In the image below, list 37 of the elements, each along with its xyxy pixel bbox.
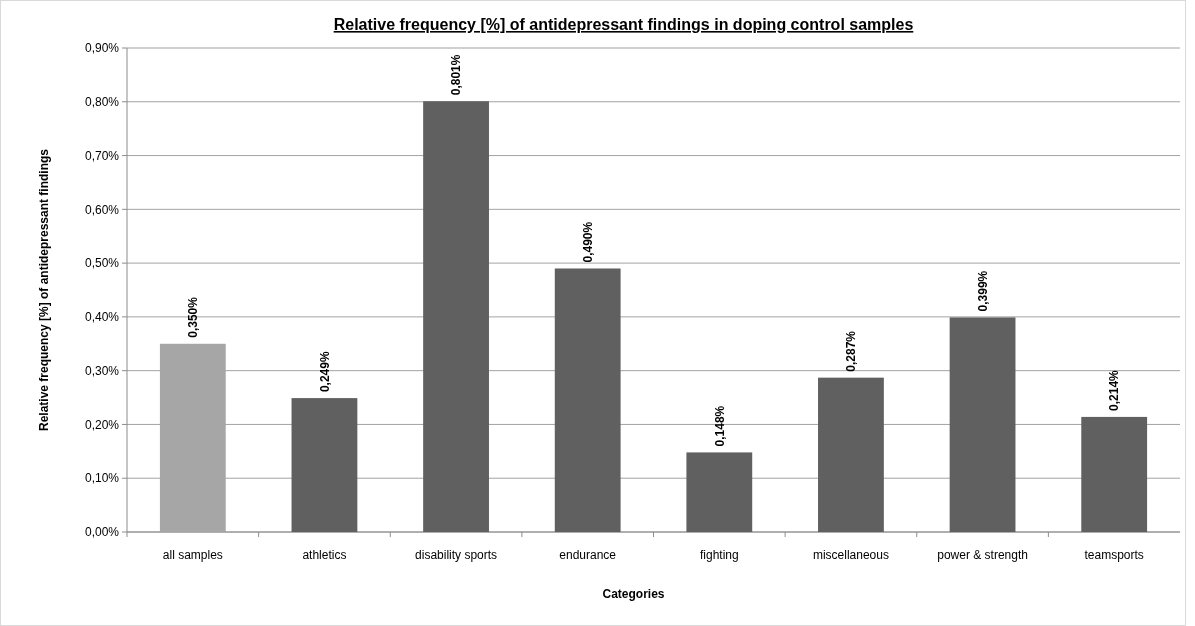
bar (554, 268, 621, 532)
x-tick-label: miscellaneous (812, 548, 889, 562)
x-tick-label: endurance (559, 548, 617, 562)
data-label: 0,399% (975, 270, 990, 312)
y-tick-label: 0,40% (84, 310, 120, 325)
y-tick-label: 0,20% (84, 417, 120, 432)
data-label: 0,287% (844, 330, 859, 372)
y-axis-title: Relative frequency [%] of antidepressant findings (37, 148, 51, 432)
bar (949, 317, 1016, 532)
x-tick-label: disability sports (415, 548, 498, 562)
x-tick-label: athletics (302, 548, 347, 562)
y-tick-label: 0,50% (84, 256, 120, 271)
chart-title: Relative frequency [%] of antidepressant findings in doping control samples (333, 16, 914, 33)
data-label: 0,214% (1107, 369, 1122, 411)
bar (818, 377, 884, 532)
x-tick-label: all samples (162, 548, 223, 562)
y-tick-label: 0,90% (84, 41, 120, 56)
bar (1081, 416, 1148, 532)
y-tick-label: 0,60% (84, 202, 120, 217)
bar (686, 452, 753, 532)
data-label: 0,490% (580, 221, 595, 263)
x-tick-label: teamsports (1084, 548, 1144, 562)
y-tick-label: 0,00% (84, 525, 120, 540)
x-tick-label: power & strength (937, 548, 1028, 562)
bar (291, 398, 358, 532)
x-tick-label: fighting (699, 548, 739, 562)
y-tick-label: 0,10% (84, 471, 120, 486)
y-tick-label: 0,70% (84, 148, 120, 163)
y-tick-label: 0,80% (84, 94, 120, 109)
data-label: 0,249% (317, 351, 332, 393)
y-tick-label: 0,30% (84, 363, 120, 378)
bar (423, 101, 489, 532)
bar (159, 343, 226, 532)
x-axis-title: Categories (602, 587, 665, 601)
data-label: 0,801% (449, 54, 464, 96)
data-label: 0,350% (186, 296, 201, 338)
data-label: 0,148% (712, 405, 727, 447)
